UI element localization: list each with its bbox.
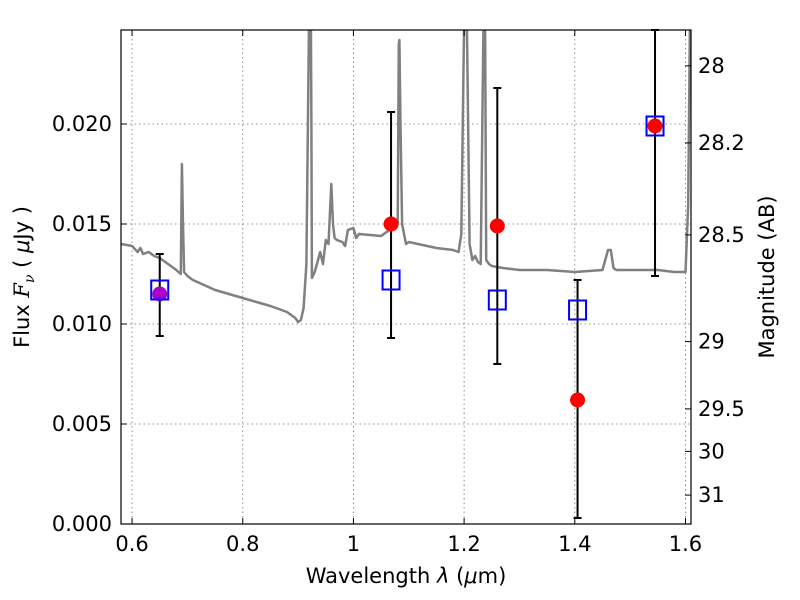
model-point-box <box>568 299 588 321</box>
x-tick-label: 1 <box>347 532 360 556</box>
right-tick-label: 28.5 <box>698 223 745 247</box>
x-axis-label: Wavelength λ (μm) <box>306 564 507 588</box>
observed-point <box>383 216 399 232</box>
right-tick-label: 31 <box>698 483 725 507</box>
observed-point <box>489 218 505 234</box>
errorbar-layer <box>155 29 660 519</box>
y-tick-label: 0.015 <box>52 212 112 236</box>
observed-point <box>647 118 663 134</box>
tick-layer: 0.6 0.8 1 1.2 1.4 1.6 0.000 0.005 0.010 0.015 0.02… <box>52 30 745 556</box>
x-tick-label: 1.6 <box>669 532 702 556</box>
x-tick-label: 0.6 <box>115 532 148 556</box>
y-tick-label: 0.020 <box>52 112 112 136</box>
model-point-box <box>645 115 665 137</box>
plot-frame <box>120 29 692 525</box>
right-tick-label: 29 <box>698 330 725 354</box>
x-tick-label: 1.2 <box>447 532 480 556</box>
model-point-box <box>150 279 170 301</box>
model-points-layer <box>150 115 665 321</box>
model-point-box <box>487 289 507 311</box>
right-tick-label: 28 <box>698 54 725 78</box>
x-tick-label: 1.4 <box>558 532 591 556</box>
right-tick-label: 30 <box>698 439 725 463</box>
x-tick-label: 0.8 <box>226 532 259 556</box>
right-tick-label: 29.5 <box>698 397 745 421</box>
y-tick-label: 0.005 <box>52 412 112 436</box>
model-spectrum-layer <box>121 30 691 324</box>
model-point-box <box>381 269 401 291</box>
observed-points-layer <box>152 118 663 408</box>
observed-point <box>570 392 586 408</box>
right-tick-label: 28.2 <box>698 131 745 155</box>
y-tick-label: 0.010 <box>52 312 112 336</box>
grid-layer <box>121 30 691 525</box>
model-spectrum-line <box>121 30 691 324</box>
right-axis-label: Magnitude (AB) <box>755 195 779 358</box>
observed-point <box>152 286 168 302</box>
y-tick-label: 0.000 <box>52 512 112 536</box>
y-axis-label: Flux Fν ( μJy ) <box>10 206 38 348</box>
